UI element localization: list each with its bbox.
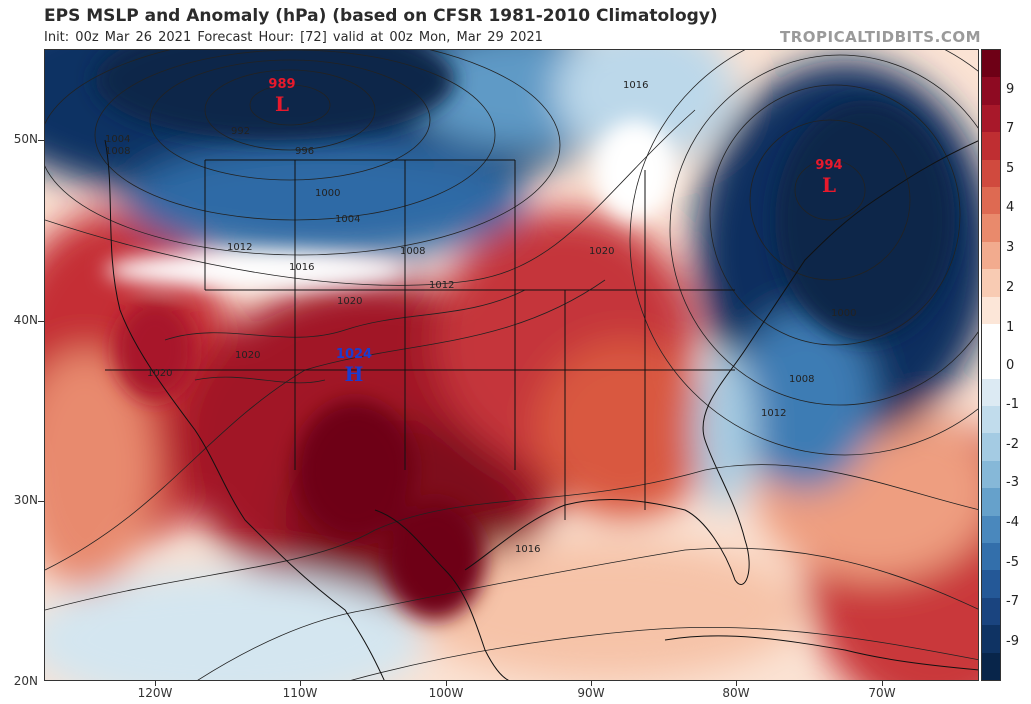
lon-tick [300, 681, 301, 686]
colorbar-label: -3 [1006, 475, 1019, 490]
brand-watermark: TROPICALTIDBITS.COM [780, 28, 981, 46]
colorbar-label: 5 [1006, 161, 1015, 176]
isobar-label: 1008 [400, 246, 426, 257]
isobar-label: 1020 [589, 246, 615, 257]
isobar-label: 1016 [289, 262, 315, 273]
colorbar-segment [982, 597, 1000, 626]
colorbar-segment [982, 652, 1000, 680]
colorbar-segment [982, 186, 1000, 215]
lat-label: 20N [13, 674, 38, 688]
page-title: EPS MSLP and Anomaly (hPa) (based on CFS… [44, 6, 718, 26]
anomaly-field [45, 50, 978, 680]
lon-tick [591, 681, 592, 686]
colorbar-segment [982, 214, 1000, 242]
colorbar-label: -2 [1006, 437, 1019, 452]
isobar-label: 1008 [105, 146, 131, 157]
lon-label: 110W [282, 686, 318, 700]
isobar-label: 1020 [147, 368, 173, 379]
colorbar-label: 7 [1006, 121, 1015, 136]
isobar-label: 1020 [337, 296, 363, 307]
lat-tick [38, 140, 44, 141]
colorbar-segment [982, 323, 1000, 352]
colorbar-segment [982, 50, 1000, 78]
lat-label: 50N [13, 132, 38, 146]
coastlines [104, 139, 978, 680]
isobar-label: 1000 [315, 188, 341, 199]
low-pressure-marker: L [274, 92, 290, 116]
anomaly-colorbar [981, 49, 1001, 681]
colorbar-segment [982, 104, 1000, 133]
isobar-label: 1016 [623, 80, 649, 91]
low-pressure-value: 994 [815, 158, 843, 173]
lon-label: 100W [428, 686, 464, 700]
low-pressure-marker: L [821, 173, 837, 197]
isobar-label: 1016 [515, 544, 541, 555]
colorbar-segment [982, 570, 1000, 598]
colorbar-segment [982, 625, 1000, 653]
lat-label: 30N [13, 493, 38, 507]
lon-tick [736, 681, 737, 686]
colorbar-segment [982, 433, 1000, 461]
isobar-label: 1012 [761, 408, 787, 419]
isobar-label: 1012 [429, 280, 455, 291]
lon-label: 80W [722, 686, 750, 700]
lat-tick [38, 501, 44, 502]
colorbar-label: -1 [1006, 397, 1019, 412]
colorbar-segment [982, 241, 1000, 270]
colorbar-label: 3 [1006, 240, 1015, 255]
colorbar-segment [982, 269, 1000, 297]
lat-tick [38, 321, 44, 322]
colorbar-segment [982, 406, 1000, 434]
isobar-label: 1004 [335, 214, 361, 225]
colorbar-segment [982, 77, 1000, 105]
map-area[interactable]: 1016 992 996 1000 1004 1008 1012 1016 10… [44, 49, 979, 681]
colorbar-label: 1 [1006, 320, 1015, 335]
high-pressure-value: 1024 [335, 347, 373, 362]
colorbar-segment [982, 132, 1000, 160]
colorbar-label: 9 [1006, 82, 1015, 97]
colorbar-label: -5 [1006, 555, 1019, 570]
colorbar-label: -4 [1006, 515, 1019, 530]
colorbar-label: 0 [1006, 358, 1015, 373]
lon-label: 120W [137, 686, 173, 700]
colorbar-segment [982, 159, 1000, 187]
isobar-label: 1008 [789, 374, 815, 385]
isobars [45, 50, 978, 680]
lat-label: 40N [13, 313, 38, 327]
colorbar-label: -7 [1006, 594, 1019, 609]
colorbar-segment [982, 543, 1000, 571]
isobar-label: 1020 [235, 350, 261, 361]
low-pressure-value: 989 [268, 77, 296, 92]
colorbar-segment [982, 378, 1000, 407]
anomaly-map [45, 50, 978, 680]
isobar-label: 1004 [105, 134, 131, 145]
lon-tick [446, 681, 447, 686]
isobar-label: 996 [295, 146, 315, 157]
colorbar-segment [982, 488, 1000, 516]
lon-tick [882, 681, 883, 686]
lon-label: 70W [868, 686, 896, 700]
colorbar-label: 2 [1006, 280, 1015, 295]
colorbar-label: -9 [1006, 634, 1019, 649]
isobar-label: 1000 [831, 308, 857, 319]
colorbar-segment [982, 296, 1000, 324]
forecast-info: Init: 00z Mar 26 2021 Forecast Hour: [72… [44, 30, 543, 45]
high-pressure-marker: H [344, 362, 364, 386]
colorbar-label: 4 [1006, 200, 1015, 215]
colorbar-segment [982, 351, 1000, 379]
colorbar-segment [982, 515, 1000, 544]
colorbar-segment [982, 460, 1000, 489]
isobar-label: 1012 [227, 242, 253, 253]
isobar-label: 992 [231, 126, 251, 137]
lon-label: 90W [577, 686, 605, 700]
lon-tick [155, 681, 156, 686]
